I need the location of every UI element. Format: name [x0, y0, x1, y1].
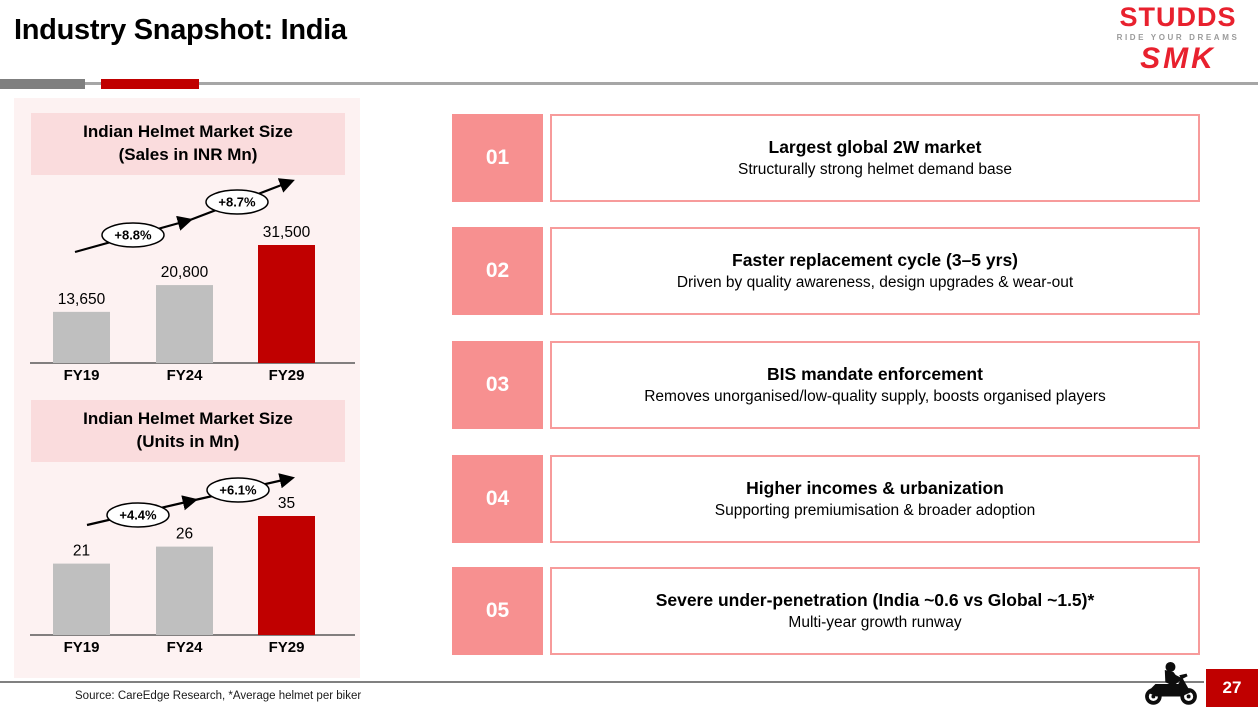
- item-subtitle: Structurally strong helmet demand base: [738, 161, 1012, 179]
- key-point-3-box: BIS mandate enforcement Removes unorgani…: [550, 341, 1200, 429]
- item-title: Largest global 2W market: [768, 136, 982, 157]
- item-subtitle: Supporting premiumisation & broader adop…: [714, 502, 1036, 520]
- charts-panel: Indian Helmet Market Size (Sales in INR …: [14, 98, 360, 678]
- item-title: BIS mandate enforcement: [767, 363, 983, 384]
- page-title: Industry Snapshot: India: [14, 14, 347, 46]
- category-label: FY19: [64, 367, 100, 384]
- bar-value-label: 31,500: [263, 224, 311, 241]
- chart1-title: Indian Helmet Market Size: [83, 122, 293, 142]
- bar-FY19: [53, 311, 110, 363]
- category-label: FY24: [167, 639, 204, 656]
- chart2-subtitle: (Units in Mn): [136, 432, 240, 451]
- key-point-1-number: 01: [452, 114, 543, 202]
- growth-badge-label: +8.7%: [218, 195, 256, 210]
- bar-value-label: 13,650: [58, 291, 106, 308]
- studds-smk-logo: STUDDS RIDE YOUR DREAMS SMK: [1114, 4, 1242, 74]
- key-point-1: 01 Largest global 2W market Structurally…: [452, 114, 1200, 202]
- key-point-3: 03 BIS mandate enforcement Removes unorg…: [452, 341, 1200, 429]
- chart1-subtitle: (Sales in INR Mn): [118, 145, 258, 164]
- item-title: Faster replacement cycle (3–5 yrs): [732, 249, 1018, 270]
- bar-FY24: [156, 285, 213, 363]
- key-point-3-number: 03: [452, 341, 543, 429]
- key-point-2-number: 02: [452, 227, 543, 315]
- item-title: Severe under-penetration (India ~0.6 vs …: [655, 589, 1095, 610]
- bar-FY24: [156, 546, 213, 635]
- bar-value-label: 21: [73, 543, 90, 560]
- growth-badge-label: +6.1%: [219, 483, 257, 498]
- bar-FY19: [53, 563, 110, 635]
- page-number-badge: 27: [1206, 669, 1258, 707]
- item-subtitle: Removes unorganised/low-quality supply, …: [644, 388, 1106, 406]
- category-label: FY29: [269, 367, 305, 384]
- chart2-title-box: Indian Helmet Market Size (Units in Mn): [31, 400, 345, 462]
- key-point-5: 05 Severe under-penetration (India ~0.6 …: [452, 567, 1200, 655]
- category-label: FY29: [269, 639, 305, 656]
- key-point-4: 04 Higher incomes & urbanization Support…: [452, 455, 1200, 543]
- chart-units-mn: 21 FY19 26 FY24 35 FY29 +4.4% +6.1%: [30, 473, 355, 656]
- key-point-2-box: Faster replacement cycle (3–5 yrs) Drive…: [550, 227, 1200, 315]
- category-label: FY24: [167, 367, 204, 384]
- header-divider-line: [0, 82, 1258, 85]
- growth-badge-label: +4.4%: [119, 508, 157, 523]
- chart1-title-box: Indian Helmet Market Size (Sales in INR …: [31, 113, 345, 175]
- bar-value-label: 26: [176, 526, 193, 543]
- header-divider-gray-segment: [0, 79, 85, 89]
- growth-badge: [205, 189, 269, 215]
- chart-sales-inr-mn: 13,650 FY19 20,800 FY24 31,500 FY29 +8.8% +8.7%: [30, 178, 355, 384]
- header-divider-red-segment: [101, 79, 199, 89]
- category-label: FY19: [64, 639, 100, 656]
- key-point-2: 02 Faster replacement cycle (3–5 yrs) Dr…: [452, 227, 1200, 315]
- item-subtitle: Multi-year growth runway: [788, 614, 962, 632]
- growth-badge: [101, 222, 165, 248]
- item-title: Higher incomes & urbanization: [746, 477, 1004, 498]
- source-note: Source: CareEdge Research, *Average helm…: [75, 690, 362, 702]
- growth-badge-label: +8.8%: [114, 228, 152, 243]
- studds-wordmark: STUDDS: [1119, 2, 1237, 32]
- key-point-5-box: Severe under-penetration (India ~0.6 vs …: [550, 567, 1200, 655]
- motorcycle-rider-icon: [1145, 661, 1197, 705]
- growth-badge: [206, 477, 270, 503]
- bar-FY29: [258, 516, 315, 635]
- bar-value-label: 35: [278, 495, 295, 512]
- key-point-5-number: 05: [452, 567, 543, 655]
- bar-value-label: 20,800: [161, 264, 209, 281]
- logo-tagline: RIDE YOUR DREAMS: [1116, 33, 1240, 42]
- chart2-title: Indian Helmet Market Size: [83, 409, 293, 429]
- key-point-4-box: Higher incomes & urbanization Supporting…: [550, 455, 1200, 543]
- key-point-4-number: 04: [452, 455, 543, 543]
- footer-divider-line: [0, 681, 1204, 683]
- growth-badge: [106, 502, 170, 528]
- smk-wordmark: SMK: [1140, 42, 1216, 75]
- item-subtitle: Driven by quality awareness, design upgr…: [676, 274, 1074, 292]
- key-point-1-box: Largest global 2W market Structurally st…: [550, 114, 1200, 202]
- bar-FY29: [258, 245, 315, 363]
